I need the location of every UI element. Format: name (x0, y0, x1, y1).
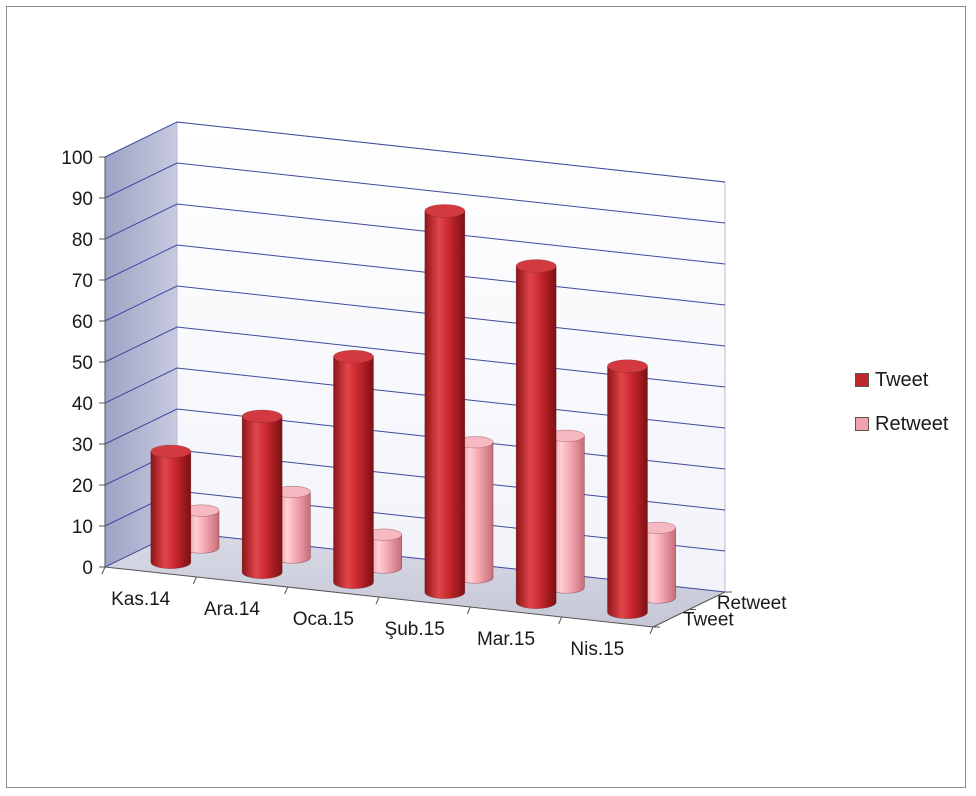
gridline-80 (104, 203, 726, 265)
gridline-100 (104, 121, 726, 183)
x-tick-label-6: Nis.15 (570, 639, 624, 660)
legend-item-retweet: Retweet (855, 411, 948, 437)
y-tick-label-40: 40 (72, 394, 93, 415)
chart-frame: 0 10 20 30 40 50 60 70 80 90 100 Kas.14 Ara.14 Oca.1… (6, 6, 966, 788)
legend: Tweet Retweet (855, 367, 948, 455)
bar-retweet-şub-15 (456, 436, 494, 584)
x-tick-mark-4 (466, 606, 471, 615)
gridline-90 (104, 162, 726, 224)
legend-swatch-tweet (855, 373, 869, 387)
y-tick-label-100: 100 (61, 148, 93, 169)
y-tick-label-60: 60 (72, 312, 93, 333)
x-tick-label-3: Oca.15 (293, 609, 354, 630)
x-tick-label-4: Şub.15 (385, 619, 445, 640)
bar-retweet-mar-15 (548, 429, 585, 594)
x-tick-mark-0 (101, 566, 106, 575)
x-tick-label-5: Mar.15 (477, 629, 535, 650)
legend-label-tweet: Tweet (875, 368, 929, 391)
bar-retweet-nis-15 (639, 521, 677, 604)
bar-retweet-oca-15 (365, 528, 403, 574)
y-tick-label-30: 30 (72, 435, 93, 456)
bars (150, 204, 677, 619)
bar-tweet-şub-15 (424, 204, 466, 599)
x-tick-label-2: Ara.14 (204, 599, 260, 620)
x-tick-mark-5 (558, 616, 563, 625)
depth-label-retweet: Retweet (717, 593, 787, 614)
bar-tweet-oca-15 (333, 350, 374, 589)
bar-tweet-mar-15 (515, 259, 557, 609)
legend-label-retweet: Retweet (875, 412, 949, 435)
x-tick-label-1: Kas.14 (111, 589, 171, 610)
y-tick-label-50: 50 (72, 353, 93, 374)
legend-swatch-retweet (855, 417, 869, 431)
legend-item-tweet: Tweet (855, 367, 948, 393)
x-tick-mark-3 (375, 596, 380, 605)
y-axis: 0 10 20 30 40 50 60 70 80 90 100 (61, 148, 106, 579)
y-tick-label-20: 20 (72, 476, 93, 497)
bar-tweet-kas-14 (150, 444, 192, 569)
bar-tweet-ara-14 (241, 409, 283, 579)
bar-tweet-nis-15 (607, 359, 648, 619)
x-tick-mark-1 (192, 576, 197, 585)
y-tick-label-10: 10 (72, 517, 93, 538)
y-tick-label-70: 70 (72, 271, 93, 292)
x-tick-mark-6 (649, 626, 654, 635)
bar-retweet-ara-14 (274, 485, 311, 564)
y-tick-label-90: 90 (72, 189, 93, 210)
chart-plot: 0 10 20 30 40 50 60 70 80 90 100 Kas.14 Ara.14 Oca.1… (61, 121, 787, 660)
x-axis: Kas.14 Ara.14 Oca.15 Şub.15 Mar.15 Nis.15 (101, 566, 654, 660)
x-tick-mark-2 (284, 586, 289, 595)
y-tick-label-0: 0 (82, 558, 93, 579)
y-tick-label-80: 80 (72, 230, 93, 251)
depth-label-tweet: Tweet (683, 609, 734, 630)
